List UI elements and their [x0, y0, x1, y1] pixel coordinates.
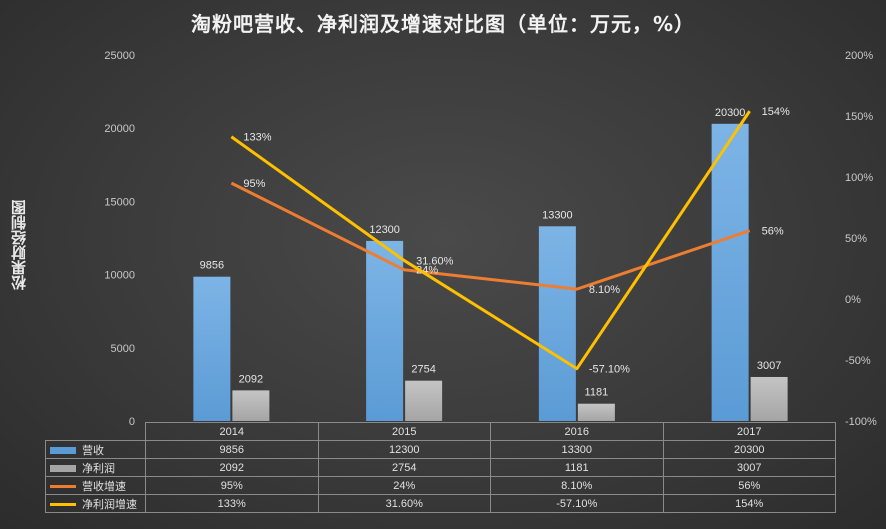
bar-revenue-label: 9856: [200, 260, 224, 272]
table-cell: 133%: [145, 494, 319, 513]
table-cell: 12300: [317, 440, 491, 459]
right-axis-tick: -100%: [845, 416, 877, 428]
bar-net-profit-label: 2754: [411, 364, 435, 376]
table-cell: 3007: [662, 458, 836, 477]
table-cell: 2754: [317, 458, 491, 477]
bar-revenue: [193, 276, 231, 421]
left-axis-tick: 0: [129, 416, 135, 428]
table-cell: 24%: [317, 476, 491, 495]
profit-growth-label: -57.10%: [589, 364, 630, 376]
table-cell: -57.10%: [490, 494, 664, 513]
bar-revenue-label: 13300: [542, 209, 573, 221]
table-cell: 31.60%: [317, 494, 491, 513]
revenue-growth-label: 95%: [243, 178, 265, 190]
right-axis-tick: -50%: [845, 355, 871, 367]
table-row: 净利润 2092 2754 1181 3007: [45, 458, 836, 477]
right-axis-tick: 150%: [845, 111, 873, 123]
table-cell: 154%: [662, 494, 836, 513]
table-cell: 9856: [145, 440, 319, 459]
table-row-label: 营收增速: [45, 476, 146, 495]
bar-revenue-label: 20300: [715, 107, 746, 119]
bar-revenue: [538, 226, 576, 421]
bar-net-profit: [232, 390, 270, 421]
bar-revenue: [366, 240, 404, 421]
table-header-year: 2014: [145, 422, 319, 441]
right-axis-tick: 200%: [845, 50, 873, 62]
bar-revenue: [711, 123, 749, 422]
profit-growth-label: 31.60%: [416, 255, 454, 267]
table-cell: 20300: [662, 440, 836, 459]
table-cell: 8.10%: [490, 476, 664, 495]
legend-label: 营收增速: [82, 479, 126, 493]
bar-net-profit-label: 2092: [239, 373, 263, 385]
table-row-label: 净利润增速: [45, 494, 146, 513]
table-header-year: 2017: [662, 422, 836, 441]
left-axis-tick: 10000: [104, 270, 135, 282]
chart-title: 淘粉吧营收、净利润及增速对比图（单位：万元，%）: [190, 12, 696, 36]
legend-key: [50, 503, 76, 506]
legend-label: 净利润: [82, 461, 115, 475]
left-axis-tick: 5000: [111, 343, 135, 355]
table-cell: 2092: [145, 458, 319, 477]
table-row: 营收 9856 12300 13300 20300: [45, 440, 836, 459]
table-header-row: 2014 2015 2016 2017: [45, 422, 836, 441]
legend-key: [50, 485, 76, 488]
right-axis-tick: 50%: [845, 233, 867, 245]
revenue-growth-label: 8.10%: [589, 284, 620, 296]
bar-net-profit: [405, 380, 443, 421]
table-header-year: 2015: [317, 422, 491, 441]
bar-net-profit-label: 3007: [757, 360, 781, 372]
profit-growth-label: 154%: [762, 106, 790, 118]
legend-key: [50, 465, 76, 472]
table-cell: 13300: [490, 440, 664, 459]
table-header-year: 2016: [490, 422, 664, 441]
table-row: 净利润增速 133% 31.60% -57.10% 154%: [45, 494, 836, 513]
profit-growth-label: 133%: [243, 132, 271, 144]
bar-net-profit-label: 1181: [585, 387, 609, 399]
bar-net-profit: [577, 403, 615, 421]
line-revenue-growth: [230, 181, 751, 291]
table-row-label: 净利润: [45, 458, 146, 477]
left-axis-tick: 20000: [104, 123, 135, 135]
legend-label: 净利润增速: [82, 497, 137, 511]
legend-label: 营收: [82, 443, 104, 457]
table-corner: [45, 422, 146, 441]
table-row: 营收增速 95% 24% 8.10% 56%: [45, 476, 836, 495]
legend-key: [50, 447, 76, 454]
revenue-growth-label: 24%: [416, 265, 438, 277]
table-row-label: 营收: [45, 440, 146, 459]
data-table: 2014 2015 2016 2017 营收 9856 12300 13300 20300 净利润…: [45, 422, 836, 513]
table-cell: 56%: [662, 476, 836, 495]
bar-net-profit: [750, 376, 788, 421]
left-axis-tick: 25000: [104, 50, 135, 62]
left-axis-tick: 15000: [104, 196, 135, 208]
line-profit-growth: [230, 110, 751, 371]
right-axis-tick: 0%: [845, 294, 861, 306]
bar-revenue-label: 12300: [369, 224, 400, 236]
table-cell: 1181: [490, 458, 664, 477]
revenue-growth-label: 56%: [762, 226, 784, 238]
table-cell: 95%: [145, 476, 319, 495]
right-axis-tick: 100%: [845, 172, 873, 184]
